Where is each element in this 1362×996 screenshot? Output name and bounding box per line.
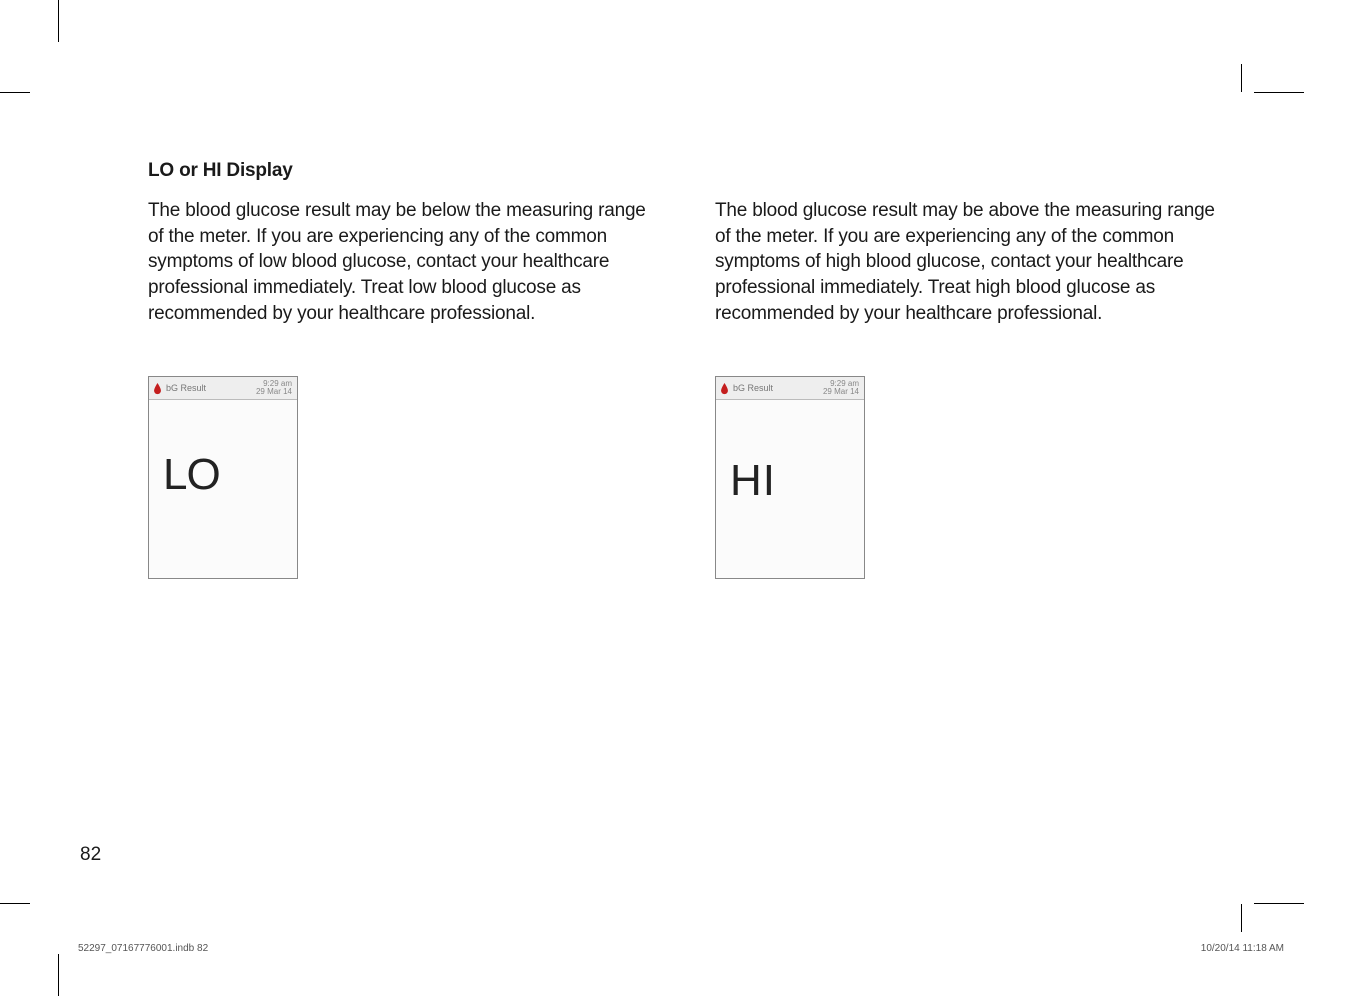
left-column: The blood glucose result may be below th… <box>148 198 661 579</box>
blood-drop-icon <box>720 382 729 394</box>
device-body: HI <box>716 400 864 578</box>
blood-drop-icon <box>153 382 162 394</box>
hi-description: The blood glucose result may be above th… <box>715 198 1228 326</box>
device-timestamp: 9:29 am 29 Mar 14 <box>256 380 292 396</box>
reading-lo: LO <box>163 450 220 500</box>
page-content: LO or HI Display The blood glucose resul… <box>148 160 1228 579</box>
device-body: LO <box>149 400 297 578</box>
page-number: 82 <box>80 844 101 866</box>
device-date: 29 Mar 14 <box>256 388 292 396</box>
crop-mark <box>1241 904 1242 932</box>
two-column-layout: The blood glucose result may be below th… <box>148 198 1228 579</box>
lo-description: The blood glucose result may be below th… <box>148 198 661 326</box>
right-column: The blood glucose result may be above th… <box>715 198 1228 579</box>
crop-mark <box>58 0 59 42</box>
device-header-left: bG Result <box>153 382 206 394</box>
crop-mark <box>0 903 30 904</box>
crop-mark <box>0 92 30 93</box>
device-header: bG Result 9:29 am 29 Mar 14 <box>149 377 297 400</box>
device-timestamp: 9:29 am 29 Mar 14 <box>823 380 859 396</box>
device-header-left: bG Result <box>720 382 773 394</box>
device-title: bG Result <box>733 383 773 393</box>
device-header: bG Result 9:29 am 29 Mar 14 <box>716 377 864 400</box>
footer-filename: 52297_07167776001.indb 82 <box>78 943 208 954</box>
section-title: LO or HI Display <box>148 160 1228 182</box>
device-screenshot-hi: bG Result 9:29 am 29 Mar 14 HI <box>715 376 865 579</box>
device-date: 29 Mar 14 <box>823 388 859 396</box>
reading-hi: HI <box>730 456 776 506</box>
device-title: bG Result <box>166 383 206 393</box>
crop-mark <box>1254 92 1304 93</box>
crop-mark <box>58 954 59 996</box>
crop-mark <box>1254 903 1304 904</box>
footer-timestamp: 10/20/14 11:18 AM <box>1201 943 1284 954</box>
device-screenshot-lo: bG Result 9:29 am 29 Mar 14 LO <box>148 376 298 579</box>
crop-mark <box>1241 64 1242 92</box>
